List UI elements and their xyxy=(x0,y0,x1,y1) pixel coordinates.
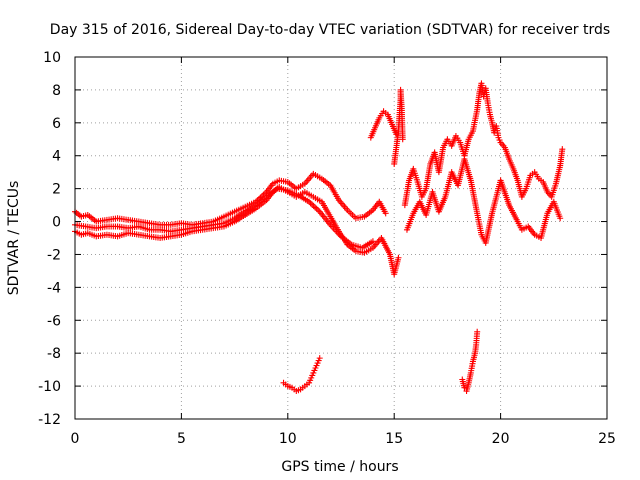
x-tick-label: 20 xyxy=(492,431,510,447)
data-point xyxy=(309,201,316,208)
data-point xyxy=(474,328,481,335)
x-axis-label: GPS time / hours xyxy=(281,459,398,475)
data-point xyxy=(315,207,322,214)
plot-frame xyxy=(74,56,608,420)
y-axis-label: SDTVAR / TECUs xyxy=(6,181,22,296)
data-point xyxy=(369,238,376,245)
data-point xyxy=(461,384,468,391)
x-tick-label: 25 xyxy=(598,431,616,447)
y-tick-label: -8 xyxy=(47,346,61,362)
x-tick-label: 10 xyxy=(279,431,297,447)
y-tick-label: 8 xyxy=(52,83,61,99)
y-tick-label: -10 xyxy=(38,379,61,395)
data-point xyxy=(557,215,564,222)
x-tick-label: 15 xyxy=(385,431,403,447)
series-hump-14h xyxy=(367,108,400,141)
data-point xyxy=(395,254,402,261)
series-low-cluster-18h xyxy=(459,328,481,395)
series-main-band-middle xyxy=(72,185,376,251)
y-tick-label: -12 xyxy=(38,412,61,428)
data-point xyxy=(399,136,406,143)
chart-title: Day 315 of 2016, Sidereal Day-to-day VTE… xyxy=(50,22,610,38)
y-tick-label: 0 xyxy=(52,215,61,231)
data-point xyxy=(313,205,320,212)
data-point xyxy=(316,355,323,362)
x-tick-label: 0 xyxy=(71,431,80,447)
data-point xyxy=(559,146,566,153)
data-point xyxy=(382,210,389,217)
x-tick-label: 5 xyxy=(177,431,186,447)
y-tick-label: 6 xyxy=(52,116,61,132)
y-tick-label: -4 xyxy=(47,280,61,296)
y-tick-label: 2 xyxy=(52,182,61,198)
grid xyxy=(75,57,607,419)
series-spike-15h xyxy=(391,86,406,167)
series-late-lower xyxy=(403,156,564,246)
y-tick-label: 4 xyxy=(52,149,61,165)
series-late-cluster xyxy=(401,80,566,209)
data-point xyxy=(310,203,317,210)
data-point xyxy=(312,204,319,211)
y-tick-label: 10 xyxy=(43,50,61,66)
y-tick-label: -6 xyxy=(47,313,61,329)
series-main-band-lower xyxy=(72,183,402,278)
series-low-cluster-10h xyxy=(280,355,323,395)
y-tick-label: -2 xyxy=(47,247,61,263)
data-points xyxy=(72,80,566,395)
